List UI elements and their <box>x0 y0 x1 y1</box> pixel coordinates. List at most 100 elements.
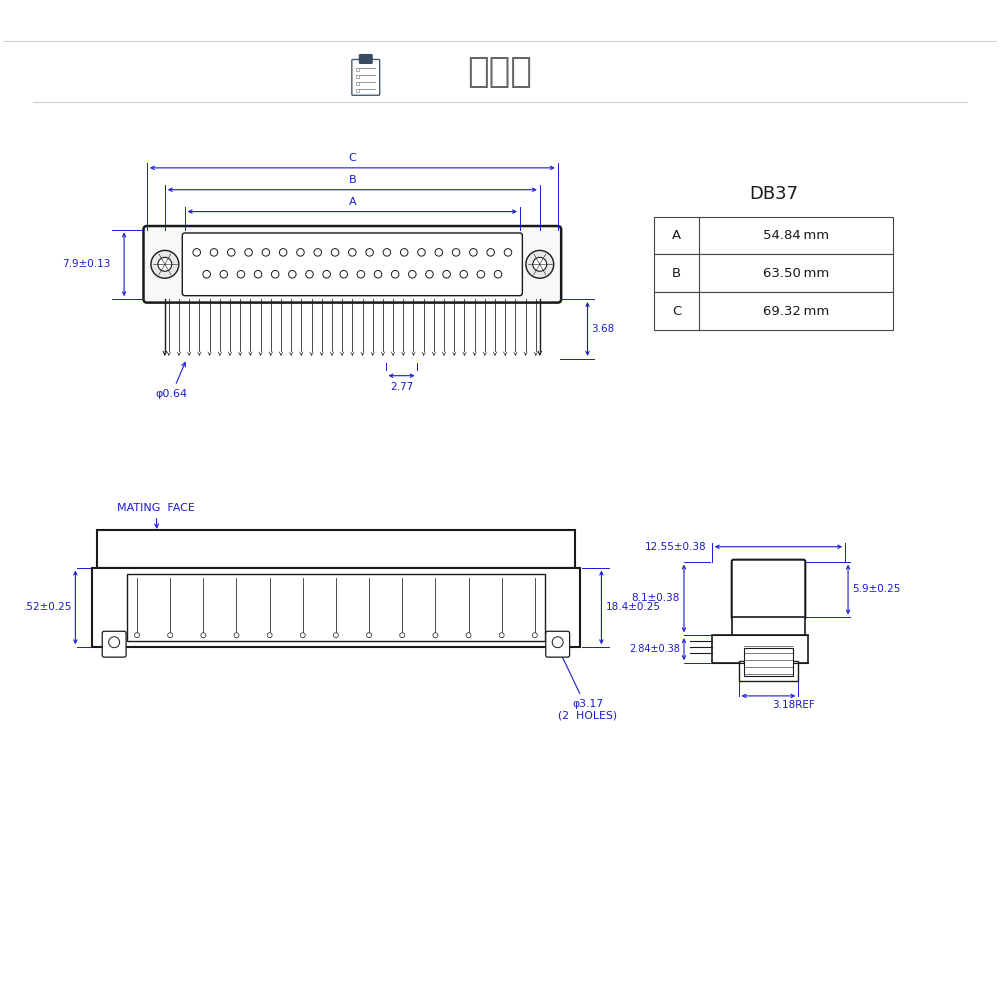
Bar <box>356 75 359 78</box>
Text: φ3.17
(2  HOLES): φ3.17 (2 HOLES) <box>558 651 617 720</box>
Circle shape <box>254 270 262 278</box>
Circle shape <box>435 249 443 256</box>
Text: C: C <box>672 305 681 318</box>
Text: B: B <box>672 267 681 280</box>
Text: DB37: DB37 <box>749 185 798 203</box>
Bar <box>127 574 545 641</box>
FancyBboxPatch shape <box>352 59 380 95</box>
Text: A: A <box>672 229 681 242</box>
Text: 63.50 mm: 63.50 mm <box>763 267 829 280</box>
Text: 結構圖: 結構圖 <box>468 55 532 89</box>
Circle shape <box>487 249 494 256</box>
Bar <box>654 254 893 292</box>
Circle shape <box>203 270 210 278</box>
Circle shape <box>504 249 512 256</box>
Text: 12.55±0.38: 12.55±0.38 <box>645 542 707 552</box>
Circle shape <box>267 633 272 638</box>
Circle shape <box>470 249 477 256</box>
Circle shape <box>158 257 172 271</box>
Circle shape <box>340 270 348 278</box>
Circle shape <box>367 633 372 638</box>
FancyBboxPatch shape <box>182 233 522 296</box>
Circle shape <box>323 270 330 278</box>
Circle shape <box>418 249 425 256</box>
Circle shape <box>306 270 313 278</box>
Circle shape <box>333 633 338 638</box>
Circle shape <box>433 633 438 638</box>
Circle shape <box>452 249 460 256</box>
Circle shape <box>499 633 504 638</box>
Circle shape <box>135 633 140 638</box>
Circle shape <box>374 270 382 278</box>
Text: 7.9±0.13: 7.9±0.13 <box>62 259 110 269</box>
Text: 18.4±0.25: 18.4±0.25 <box>605 602 660 612</box>
Bar <box>654 292 893 330</box>
Text: 54.84 mm: 54.84 mm <box>763 229 829 242</box>
Text: 2.77: 2.77 <box>390 382 413 392</box>
Circle shape <box>210 249 218 256</box>
Circle shape <box>477 270 485 278</box>
Circle shape <box>366 249 373 256</box>
FancyBboxPatch shape <box>359 54 372 63</box>
Circle shape <box>400 633 405 638</box>
Bar <box>712 635 808 663</box>
Circle shape <box>552 637 563 648</box>
Circle shape <box>279 249 287 256</box>
Circle shape <box>220 270 228 278</box>
Bar <box>356 68 359 71</box>
Text: 5.9±0.25: 5.9±0.25 <box>852 584 900 594</box>
Bar <box>744 648 793 676</box>
Bar <box>97 530 575 568</box>
Circle shape <box>300 633 305 638</box>
Circle shape <box>151 250 179 278</box>
Circle shape <box>466 633 471 638</box>
FancyBboxPatch shape <box>102 631 126 657</box>
Circle shape <box>331 249 339 256</box>
Circle shape <box>237 270 245 278</box>
Circle shape <box>349 249 356 256</box>
Circle shape <box>201 633 206 638</box>
Circle shape <box>533 257 547 271</box>
Circle shape <box>297 249 304 256</box>
Circle shape <box>532 633 537 638</box>
Text: 3.68: 3.68 <box>591 324 615 334</box>
Circle shape <box>289 270 296 278</box>
Circle shape <box>494 270 502 278</box>
Text: 8.1±0.38: 8.1±0.38 <box>632 593 680 603</box>
Text: B: B <box>349 175 356 185</box>
Circle shape <box>443 270 450 278</box>
Circle shape <box>391 270 399 278</box>
Circle shape <box>409 270 416 278</box>
Bar <box>356 89 359 92</box>
Circle shape <box>314 249 322 256</box>
Circle shape <box>262 249 270 256</box>
Circle shape <box>357 270 365 278</box>
Circle shape <box>271 270 279 278</box>
Text: A: A <box>349 197 356 207</box>
FancyBboxPatch shape <box>732 560 805 619</box>
Text: φ0.64: φ0.64 <box>156 362 188 399</box>
Bar <box>356 82 359 85</box>
Circle shape <box>228 249 235 256</box>
Text: .52±0.25: .52±0.25 <box>24 602 72 612</box>
Bar <box>654 217 893 254</box>
FancyBboxPatch shape <box>546 631 570 657</box>
Circle shape <box>193 249 200 256</box>
Circle shape <box>383 249 391 256</box>
Text: 2.84±0.38: 2.84±0.38 <box>629 644 680 654</box>
Circle shape <box>460 270 468 278</box>
Text: 3.18REF: 3.18REF <box>772 700 815 710</box>
Circle shape <box>426 270 433 278</box>
Bar <box>739 661 798 681</box>
Bar <box>732 617 805 649</box>
Circle shape <box>109 637 120 648</box>
Circle shape <box>234 633 239 638</box>
Circle shape <box>400 249 408 256</box>
Circle shape <box>526 250 554 278</box>
FancyBboxPatch shape <box>143 226 561 303</box>
Text: C: C <box>348 153 356 163</box>
Text: MATING  FACE: MATING FACE <box>117 503 195 528</box>
Circle shape <box>168 633 173 638</box>
Text: 69.32 mm: 69.32 mm <box>763 305 829 318</box>
Circle shape <box>245 249 252 256</box>
